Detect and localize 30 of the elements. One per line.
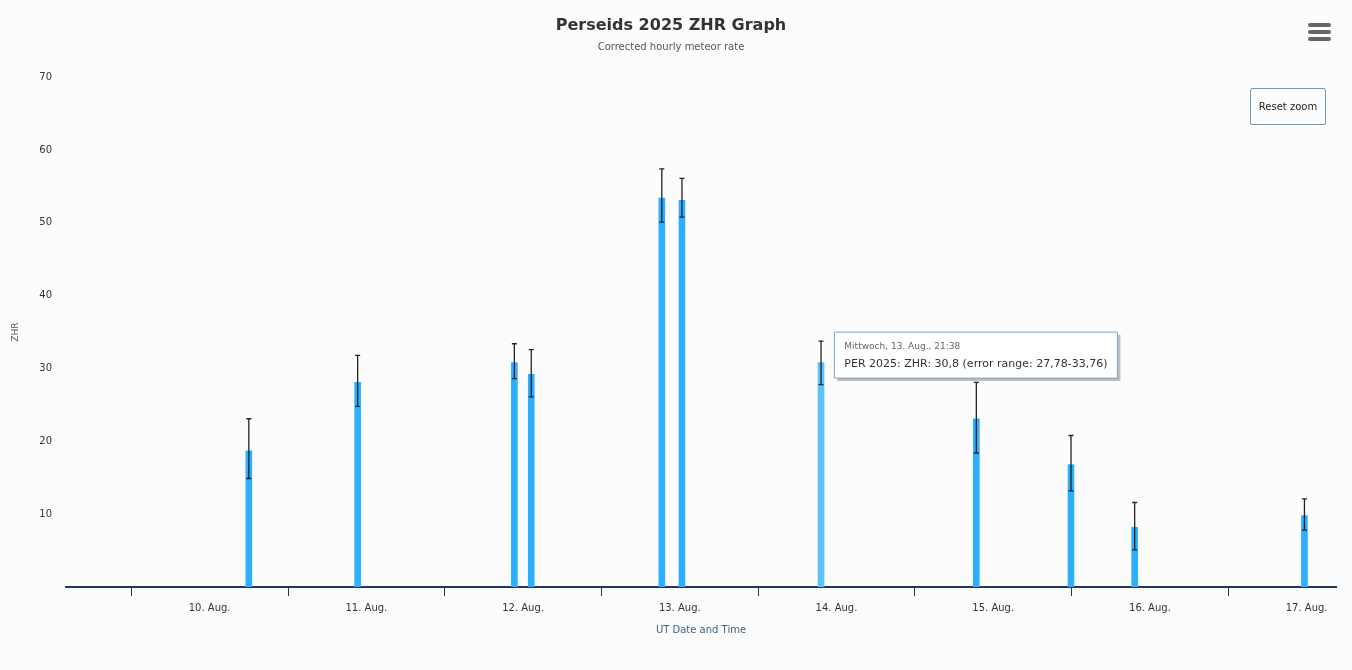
x-tick-label: 12. Aug.	[502, 601, 544, 613]
x-tick-label: 10. Aug.	[188, 601, 231, 613]
annotation: PER 2025: ZHR: 30,8 (error range: 27,78-33,76)	[844, 356, 1108, 370]
bar	[1131, 526, 1138, 587]
x-tick-label: 16. Aug.	[1129, 601, 1171, 613]
chart-title: Perseids 2025 ZHR Graph	[555, 14, 787, 34]
y-tick-label: 70	[39, 70, 52, 82]
annotation: Mittwoch, 13. Aug., 21:38	[844, 341, 961, 352]
bar	[1301, 515, 1308, 587]
x-tick-label: 14. Aug.	[815, 601, 858, 613]
x-tick-label: 17. Aug.	[1285, 601, 1328, 613]
y-tick-label: 50	[39, 216, 52, 228]
y-tick-label: 40	[39, 289, 52, 301]
chart-subtitle: Corrected hourly meteor rate	[597, 40, 745, 52]
y-axis-title: ZHR	[9, 322, 20, 342]
x-tick-label: 11. Aug.	[345, 601, 388, 613]
bar	[511, 362, 518, 587]
bar	[973, 418, 980, 587]
x-axis-title: UT Date and Time	[655, 623, 747, 635]
x-tick-label: 13. Aug.	[658, 601, 701, 613]
y-tick-label: 30	[39, 362, 52, 374]
bar	[245, 450, 253, 587]
y-tick-label: 20	[39, 434, 52, 446]
x-tick-label: 15. Aug.	[972, 601, 1015, 613]
bar	[658, 197, 666, 587]
reset-zoom-button: Reset zoom	[1250, 88, 1326, 125]
y-tick-label: 10	[39, 507, 52, 519]
bar	[354, 382, 361, 587]
y-tick-label: 60	[39, 143, 52, 155]
bar	[527, 374, 535, 587]
